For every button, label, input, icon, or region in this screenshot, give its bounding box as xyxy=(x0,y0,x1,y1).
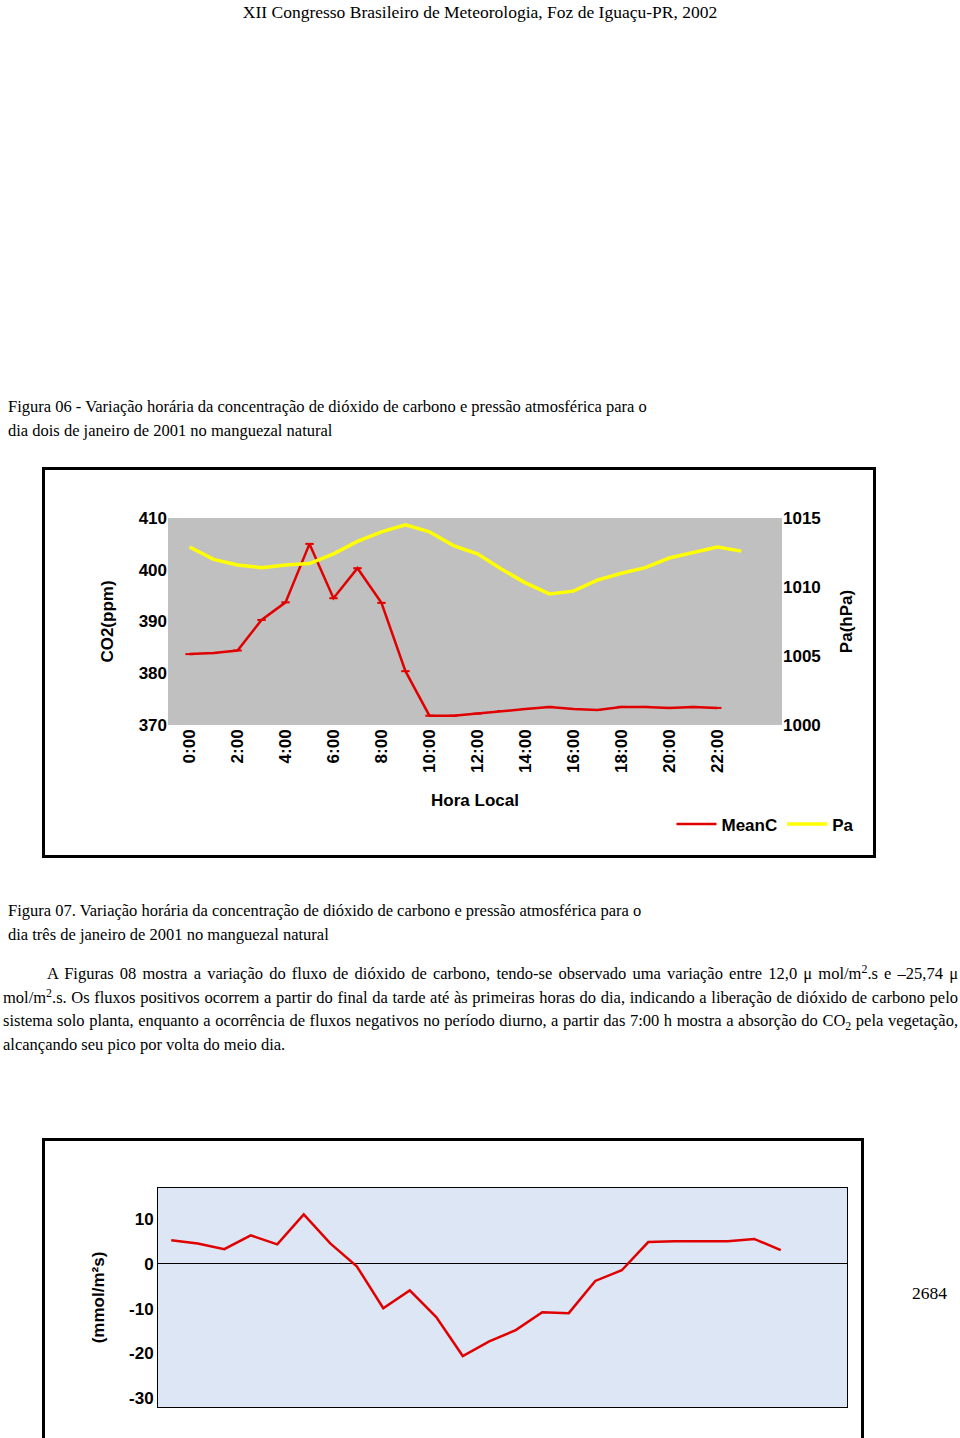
svg-text:380: 380 xyxy=(139,664,167,683)
html-text:A Figuras 08 mostra a variação: A Figuras 08 mostra a variação do fluxo … xyxy=(3,961,958,1054)
html-text:dia três de janeiro de 2001 no: dia três de janeiro de 2001 no manguezal… xyxy=(8,924,329,944)
svg-text:6:00: 6:00 xyxy=(324,729,343,763)
svg-text:8:00: 8:00 xyxy=(372,729,391,763)
svg-text:Hora Local: Hora Local xyxy=(431,791,519,810)
svg-text:18:00: 18:00 xyxy=(612,729,631,772)
svg-text:1005: 1005 xyxy=(783,647,821,666)
html-text:Figura 06 - Variação horária d: Figura 06 - Variação horária da concentr… xyxy=(8,397,647,416)
html-text:dia dois de janeiro de 2001 no: dia dois de janeiro de 2001 no manguezal… xyxy=(8,420,333,440)
svg-text:1015: 1015 xyxy=(783,509,821,528)
svg-text:10: 10 xyxy=(135,1210,154,1229)
svg-text:-10: -10 xyxy=(129,1300,154,1319)
svg-text:CO2(ppm): CO2(ppm) xyxy=(98,580,117,662)
svg-text:1000: 1000 xyxy=(783,716,821,735)
html-text:XII Congresso Brasileiro de Me: XII Congresso Brasileiro de Meteorologia… xyxy=(242,2,718,22)
svg-text:390: 390 xyxy=(139,612,167,631)
svg-text:20:00: 20:00 xyxy=(660,729,679,772)
html-text:2684: 2684 xyxy=(912,1283,947,1303)
svg-text:400: 400 xyxy=(139,561,167,580)
svg-text:Pa(hPa): Pa(hPa) xyxy=(837,590,856,653)
svg-text:370: 370 xyxy=(139,716,167,735)
svg-text:1010: 1010 xyxy=(783,578,821,597)
svg-text:Pa: Pa xyxy=(832,816,853,835)
svg-text:-20: -20 xyxy=(129,1344,154,1363)
svg-text:2:00: 2:00 xyxy=(228,729,247,763)
svg-text:410: 410 xyxy=(139,509,167,528)
svg-text:(mmol/m²s): (mmol/m²s) xyxy=(89,1252,108,1344)
svg-text:12:00: 12:00 xyxy=(468,729,487,772)
svg-text:0:00: 0:00 xyxy=(180,729,199,763)
html-text:Figura 07. Variação horária da: Figura 07. Variação horária da concentra… xyxy=(8,901,642,920)
svg-text:22:00: 22:00 xyxy=(708,729,727,772)
svg-text:-30: -30 xyxy=(129,1389,154,1408)
svg-text:MeanC: MeanC xyxy=(721,816,777,835)
svg-text:4:00: 4:00 xyxy=(276,729,295,763)
svg-text:0: 0 xyxy=(144,1255,153,1274)
svg-text:16:00: 16:00 xyxy=(564,729,583,772)
svg-text:10:00: 10:00 xyxy=(420,729,439,772)
svg-text:14:00: 14:00 xyxy=(516,729,535,772)
